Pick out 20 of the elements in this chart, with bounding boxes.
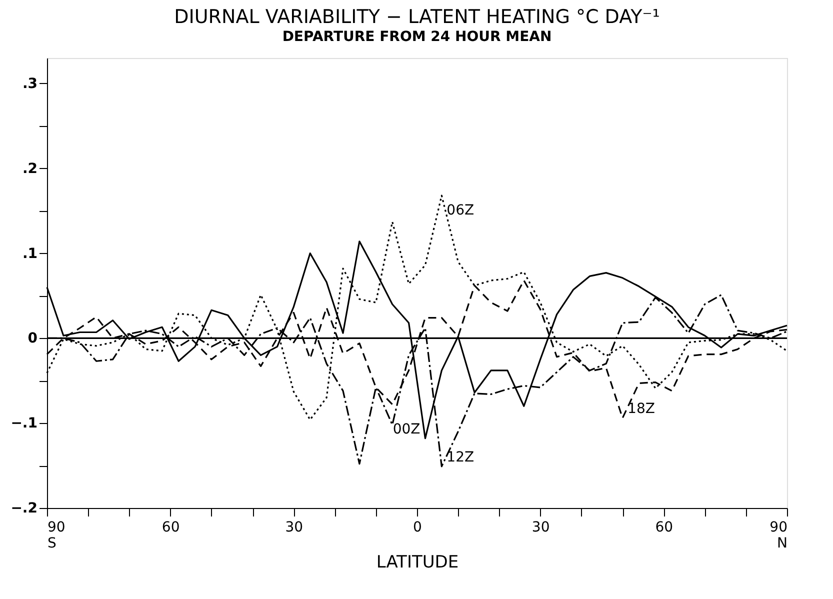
x-axis-title: LATITUDE: [376, 552, 459, 572]
x-tick-label: 90 S: [48, 520, 66, 552]
x-tick-label: 30: [285, 520, 304, 536]
x-tick-label: 30: [532, 520, 550, 536]
chart-title: DIURNAL VARIABILITY − LATENT HEATING °C DAY⁻¹: [174, 6, 660, 28]
x-tick-label: 60: [655, 520, 674, 536]
y-tick-label: 0: [28, 330, 38, 347]
series-label: 00Z: [392, 421, 420, 438]
x-tick-label: 60: [162, 520, 180, 536]
series-label: 06Z: [446, 202, 474, 219]
y-tick-label: .2: [22, 160, 38, 177]
x-tick-label: 0: [413, 520, 422, 536]
y-tick-label: −.1: [10, 416, 38, 432]
series-label: 12Z: [446, 449, 474, 466]
y-tick-label: .3: [22, 76, 38, 92]
y-tick-label: −.2: [10, 500, 38, 516]
series-label: 18Z: [628, 401, 655, 417]
y-tick-label: .1: [22, 246, 38, 262]
x-tick-label: 90 N: [770, 520, 788, 552]
chart-subtitle: DEPARTURE FROM 24 HOUR MEAN: [282, 29, 552, 45]
